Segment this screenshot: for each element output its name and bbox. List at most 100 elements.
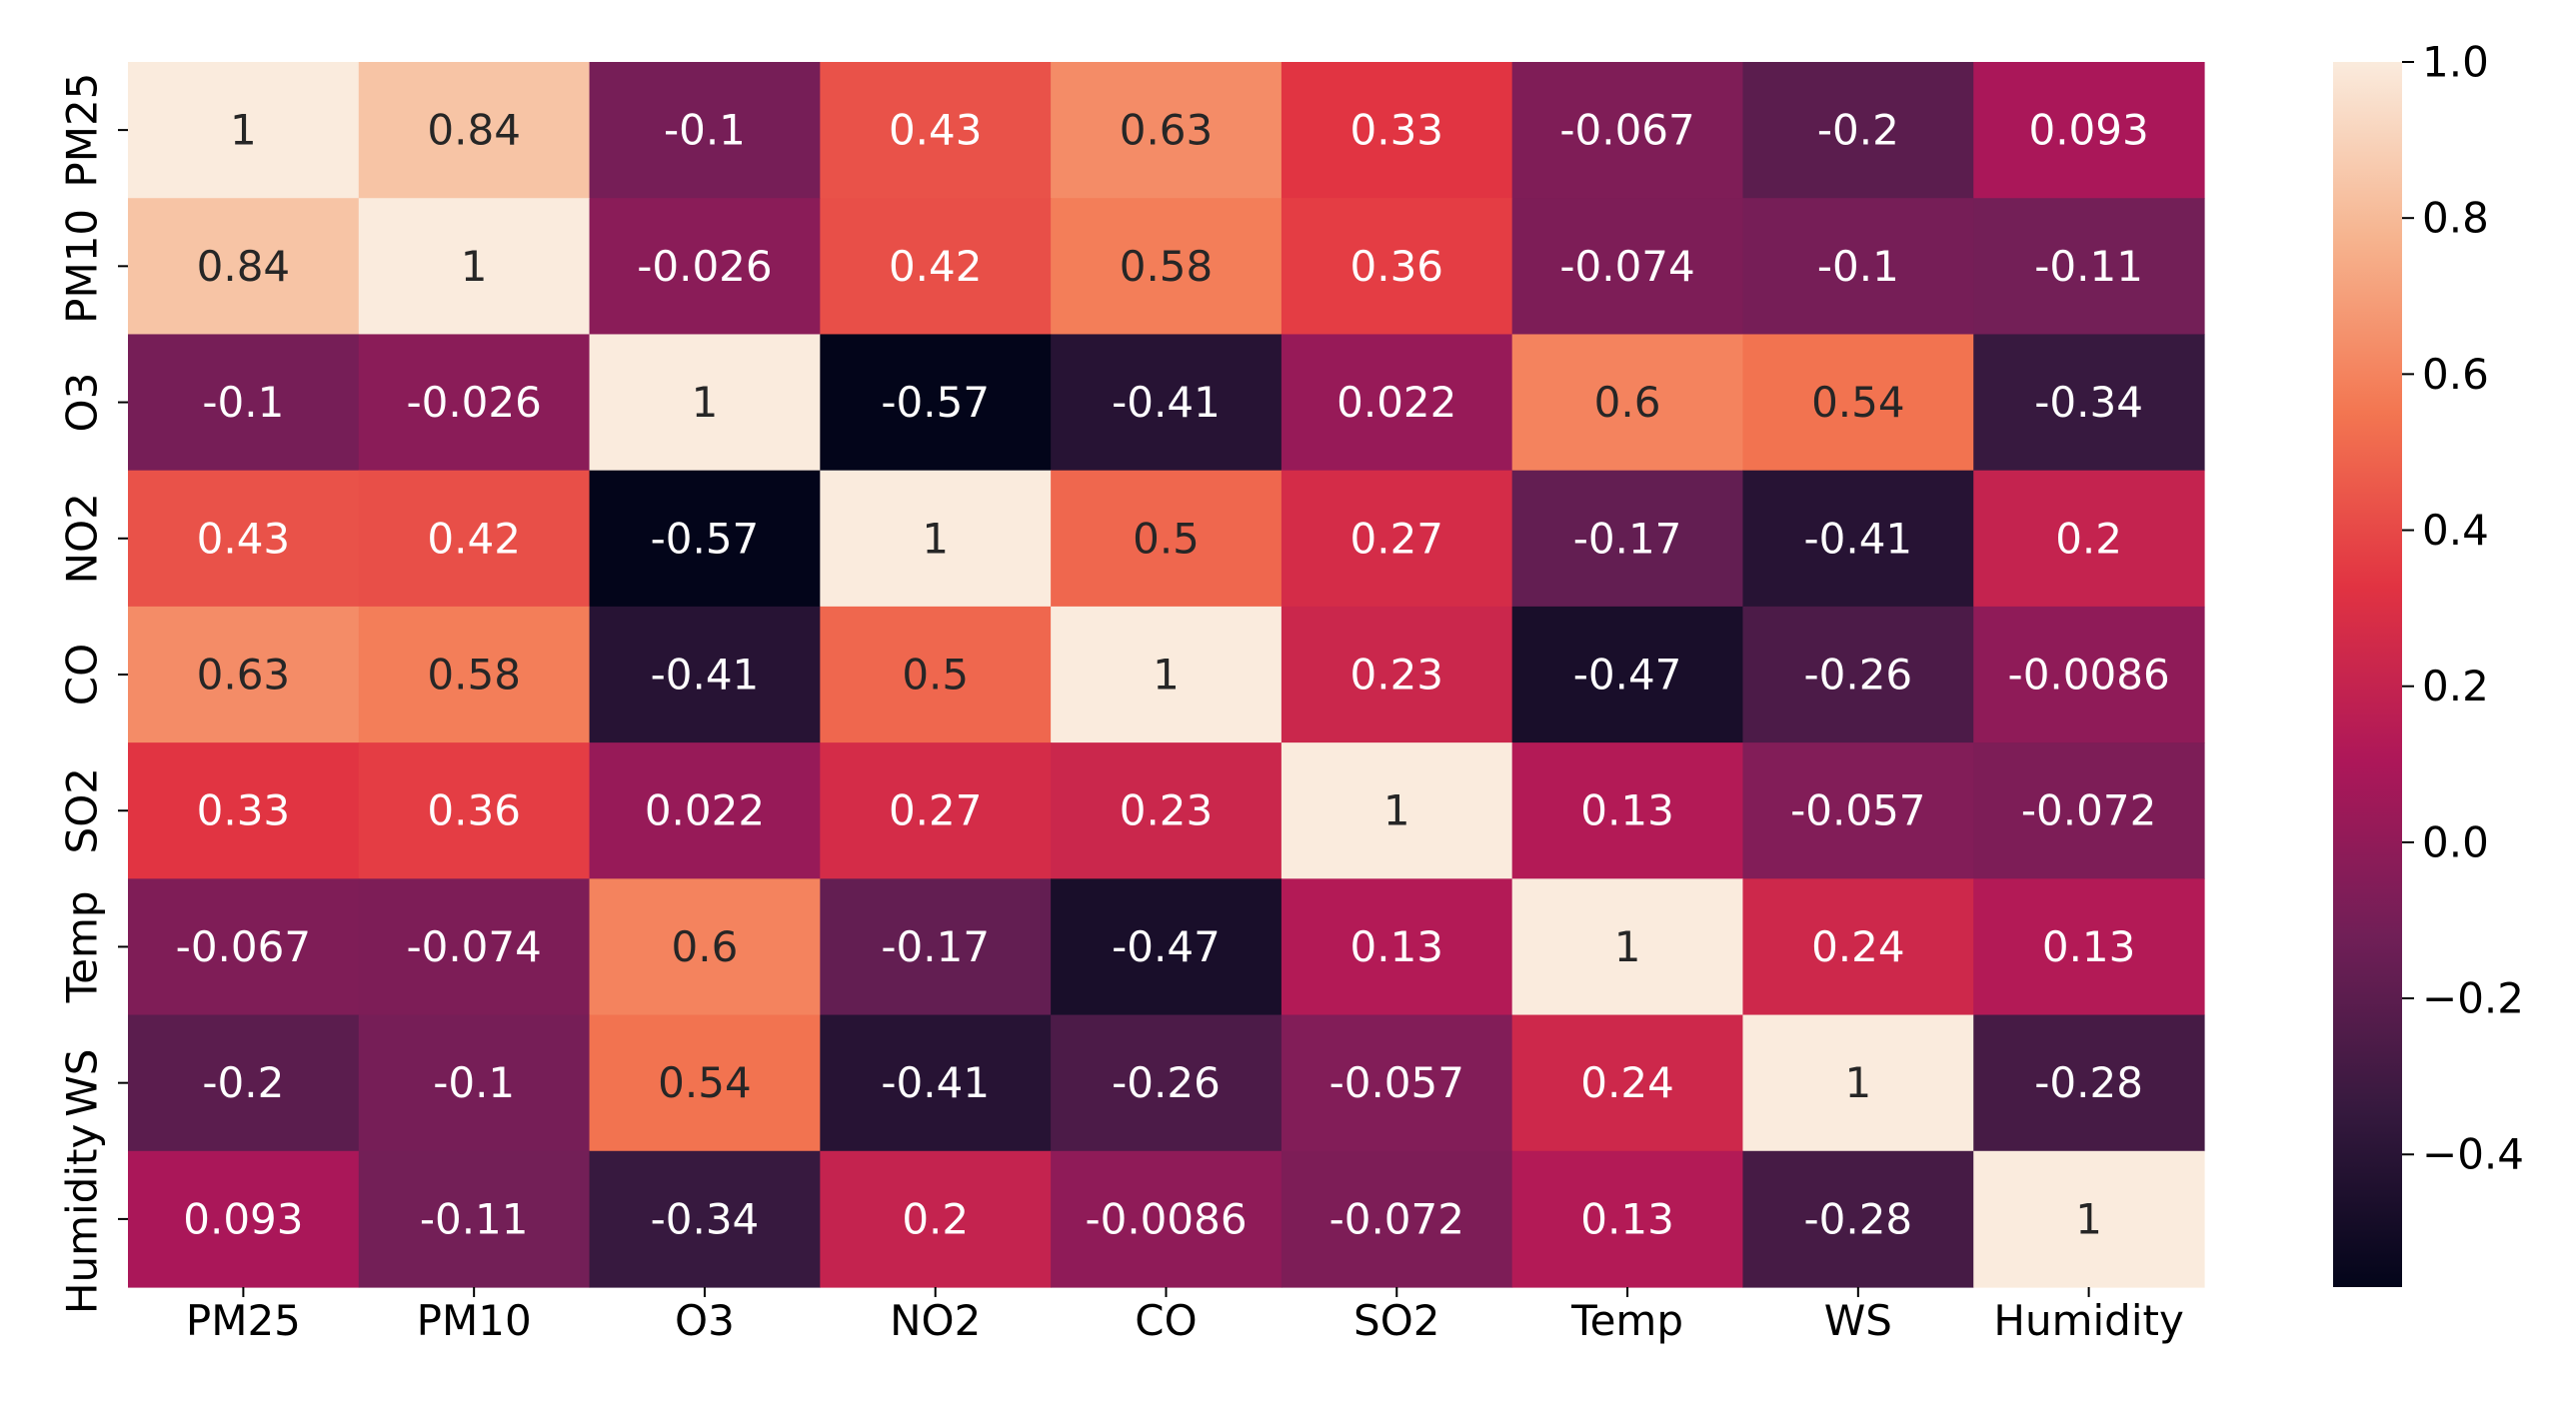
cell-annotation: 0.24 [1811, 922, 1905, 971]
heatmap-cell-so2-humidity [1973, 742, 2205, 879]
cell-annotation: -0.067 [1559, 106, 1694, 155]
cell-annotation: 0.58 [1120, 242, 1214, 291]
cell-annotation: -0.074 [406, 922, 541, 971]
colorbar: 1.0 0.8 0.6 0.4 0.2 0.0 −0.2 −0.4 [2333, 38, 2524, 1287]
heatmap-cell-humidity-humidity [1973, 1150, 2205, 1288]
heatmap-cell-humidity-co [1051, 1150, 1283, 1288]
heatmap-cell-o3-pm25 [128, 334, 360, 472]
y-tick-label: PM10 [58, 209, 107, 324]
cell-annotation: -0.057 [1329, 1058, 1464, 1107]
cell-annotation: -0.57 [651, 514, 760, 563]
cell-annotation: 0.33 [197, 786, 291, 835]
cell-annotation: -0.26 [1112, 1058, 1221, 1107]
heatmap-cell-pm10-humidity [1973, 198, 2205, 336]
heatmap-cell-co-co [1051, 606, 1283, 743]
heatmap-cell-humidity-no2 [820, 1150, 1052, 1288]
heatmap-cell-pm25-no2 [820, 62, 1052, 199]
heatmap-cell-pm25-humidity [1973, 62, 2205, 199]
y-axis: PM25 PM10 O3 NO2 CO SO2 Temp WS Humidity [58, 73, 128, 1314]
colorbar-tick-label: −0.4 [2422, 1130, 2524, 1179]
colorbar-tick-label: −0.2 [2422, 974, 2524, 1023]
cell-annotation: 1 [2075, 1194, 2102, 1243]
cell-annotation: 1 [922, 514, 949, 563]
cell-annotation: -0.28 [2034, 1058, 2143, 1107]
y-tick-label: WS [58, 1049, 107, 1117]
heatmap-cell-pm10-co [1051, 198, 1283, 336]
cell-annotation: -0.11 [420, 1194, 529, 1243]
heatmap-cell-o3-o3 [589, 334, 821, 472]
heatmap-cell-temp-pm10 [358, 878, 591, 1016]
cell-annotation: -0.1 [202, 378, 284, 427]
cell-annotation: 0.13 [1580, 1194, 1674, 1243]
heatmap-cell-o3-temp [1511, 334, 1744, 472]
cell-annotation: 0.2 [902, 1194, 969, 1243]
x-tick-label: PM25 [186, 1296, 301, 1345]
cell-annotation: -0.41 [651, 651, 760, 700]
cell-annotation: -0.34 [651, 1194, 760, 1243]
cell-annotation: 0.13 [1580, 786, 1674, 835]
cell-annotation: 0.13 [1350, 922, 1444, 971]
heatmap-cell-pm10-pm25 [128, 198, 360, 336]
heatmap-cell-pm25-temp [1511, 62, 1744, 199]
cell-annotation: 0.54 [658, 1058, 752, 1107]
x-axis: PM25 PM10 O3 NO2 CO SO2 Temp WS Humidity [186, 1287, 2184, 1345]
x-tick-label: CO [1135, 1296, 1197, 1345]
heatmap-cell-ws-pm25 [128, 1014, 360, 1152]
heatmap-cells [128, 62, 2205, 1288]
cell-annotation: -0.057 [1790, 786, 1925, 835]
heatmap-cell-o3-ws [1742, 334, 1974, 472]
cell-annotation: 0.42 [889, 242, 983, 291]
heatmap-cell-o3-no2 [820, 334, 1052, 472]
heatmap-cell-no2-pm25 [128, 470, 360, 608]
cell-annotation: 0.23 [1350, 651, 1444, 700]
cell-annotation: -0.47 [1112, 922, 1221, 971]
cell-annotation: -0.1 [433, 1058, 515, 1107]
cell-annotation: 0.63 [197, 651, 291, 700]
cell-annotation: 1 [692, 378, 719, 427]
heatmap-cell-so2-ws [1742, 742, 1974, 879]
cell-annotation: -0.0086 [1085, 1194, 1247, 1243]
heatmap-cell-o3-co [1051, 334, 1283, 472]
heatmap-cell-humidity-temp [1511, 1150, 1744, 1288]
cell-annotation: 0.2 [2055, 514, 2122, 563]
heatmap-cell-temp-humidity [1973, 878, 2205, 1016]
heatmap-cell-temp-temp [1511, 878, 1744, 1016]
cell-annotation: -0.0086 [2008, 651, 2170, 700]
cell-annotation: -0.41 [1803, 514, 1912, 563]
y-tick-label: Temp [58, 890, 107, 1003]
cell-annotation: 0.022 [1336, 378, 1456, 427]
heatmap-cell-pm10-no2 [820, 198, 1052, 336]
colorbar-tick-label: 0.4 [2422, 506, 2489, 555]
x-tick-label: WS [1824, 1296, 1892, 1345]
cell-annotation: 0.27 [1350, 514, 1444, 563]
cell-annotation: -0.067 [176, 922, 311, 971]
cell-annotation: 0.24 [1580, 1058, 1674, 1107]
cell-annotation: -0.17 [881, 922, 990, 971]
y-tick-label: Humidity [58, 1124, 107, 1314]
cell-annotation: -0.57 [881, 378, 990, 427]
heatmap-cell-no2-co [1051, 470, 1283, 608]
heatmap-cell-pm25-pm25 [128, 62, 360, 199]
heatmap-cell-pm10-so2 [1281, 198, 1513, 336]
heatmap-cell-ws-humidity [1973, 1014, 2205, 1152]
cell-annotation: 0.093 [183, 1194, 303, 1243]
cell-annotation: 0.42 [427, 514, 521, 563]
heatmap-cell-so2-o3 [589, 742, 821, 879]
heatmap-cell-co-o3 [589, 606, 821, 743]
heatmap-cell-pm25-so2 [1281, 62, 1513, 199]
x-tick-label: PM10 [417, 1296, 532, 1345]
y-tick-label: O3 [58, 373, 107, 433]
cell-annotation: 0.43 [197, 514, 291, 563]
cell-annotation: 0.23 [1120, 786, 1214, 835]
cell-annotation: 0.6 [672, 922, 739, 971]
heatmap-cell-pm10-pm10 [358, 198, 591, 336]
heatmap-cell-co-pm25 [128, 606, 360, 743]
cell-annotation: -0.1 [1817, 242, 1899, 291]
cell-annotation: 0.36 [427, 786, 521, 835]
heatmap-cell-so2-no2 [820, 742, 1052, 879]
heatmap-cell-ws-so2 [1281, 1014, 1513, 1152]
cell-annotation: 0.33 [1350, 106, 1444, 155]
cell-annotation: -0.47 [1573, 651, 1682, 700]
heatmap-cell-no2-pm10 [358, 470, 591, 608]
